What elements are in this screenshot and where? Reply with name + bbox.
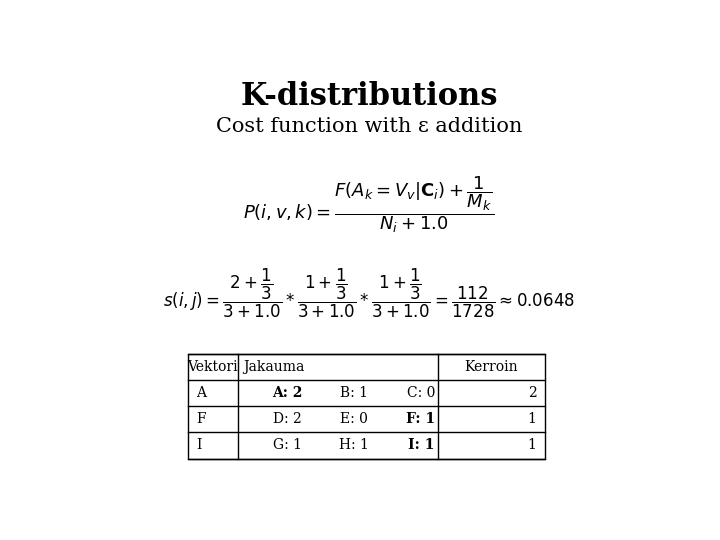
- Text: C: 0: C: 0: [407, 386, 435, 400]
- Text: A: A: [196, 386, 206, 400]
- Text: A: 2: A: 2: [272, 386, 303, 400]
- Text: I: 1: I: 1: [408, 438, 434, 453]
- Text: F: F: [196, 412, 206, 426]
- Text: D: 2: D: 2: [274, 412, 302, 426]
- Text: Kerroin: Kerroin: [464, 360, 518, 374]
- Text: K-distributions: K-distributions: [240, 82, 498, 112]
- Text: I: I: [196, 438, 202, 453]
- Text: $P(i, v, k) = \dfrac{F(A_k = V_v|\mathbf{C}_i) + \dfrac{1}{M_k}}{N_i + 1.0}$: $P(i, v, k) = \dfrac{F(A_k = V_v|\mathbf…: [243, 175, 495, 235]
- Text: F: 1: F: 1: [406, 412, 436, 426]
- Text: E: 0: E: 0: [341, 412, 368, 426]
- Text: Cost function with ε addition: Cost function with ε addition: [216, 117, 522, 136]
- Bar: [188, 354, 545, 458]
- Text: $s(i, j) = \dfrac{2 + \dfrac{1}{3}}{3 + 1.0} * \dfrac{1 + \dfrac{1}{3}}{3 + 1.0}: $s(i, j) = \dfrac{2 + \dfrac{1}{3}}{3 + …: [163, 266, 575, 320]
- Text: Vektori: Vektori: [187, 360, 238, 374]
- Text: G: 1: G: 1: [273, 438, 302, 453]
- Text: H: 1: H: 1: [339, 438, 369, 453]
- Text: B: 1: B: 1: [341, 386, 369, 400]
- Text: 2: 2: [528, 386, 536, 400]
- Text: 1: 1: [528, 412, 536, 426]
- Text: 1: 1: [528, 438, 536, 453]
- Text: Jakauma: Jakauma: [243, 360, 305, 374]
